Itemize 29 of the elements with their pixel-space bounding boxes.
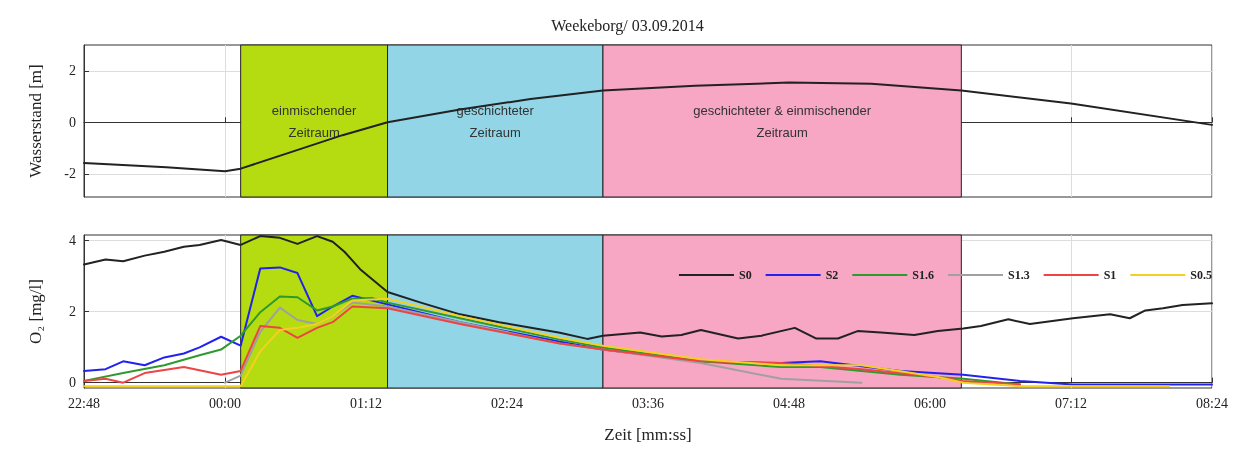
x-tick-label: 03:36 xyxy=(632,395,664,411)
x-tick-label: 06:00 xyxy=(914,395,946,411)
x-tick-label: 22:48 xyxy=(68,395,100,411)
x-tick-label: 00:00 xyxy=(209,395,241,411)
x-tick-label: 07:12 xyxy=(1055,395,1087,411)
band-label: einmischender Zeitraum xyxy=(271,102,358,140)
y-axis-title: O₂ [mg/l] xyxy=(26,279,45,344)
legend-label: S0.5 xyxy=(1190,268,1213,282)
legend-label: S1 xyxy=(1103,268,1117,282)
x-tick-label: 04:48 xyxy=(773,395,805,411)
x-axis-title: Zeit [mm:ss] xyxy=(604,425,692,444)
y-axis-title: Wasserstand [m] xyxy=(26,64,45,178)
legend-label: S1.6 xyxy=(912,268,934,282)
x-tick-label: 02:24 xyxy=(491,395,523,411)
y-tick-label: 4 xyxy=(69,232,76,248)
x-tick-label: 08:24 xyxy=(1196,395,1228,411)
band-label: geschichteter & einmischender Zeitraum xyxy=(693,102,872,140)
legend-label: S0 xyxy=(738,268,752,282)
y-tick-label: -2 xyxy=(64,166,76,182)
chart-title: Weekeborg/ 03.09.2014 xyxy=(551,16,704,35)
band-label: geschichteter Zeitraum xyxy=(456,102,535,140)
y-tick-label: 2 xyxy=(69,304,76,319)
y-tick-label: 0 xyxy=(69,114,76,130)
legend-label: S2 xyxy=(825,268,839,282)
legend-label: S1.3 xyxy=(1007,268,1030,282)
x-tick-label: 01:12 xyxy=(350,395,382,411)
y-tick-label: 2 xyxy=(69,63,76,79)
line-series xyxy=(83,297,1170,388)
y-tick-label: 0 xyxy=(69,375,76,391)
